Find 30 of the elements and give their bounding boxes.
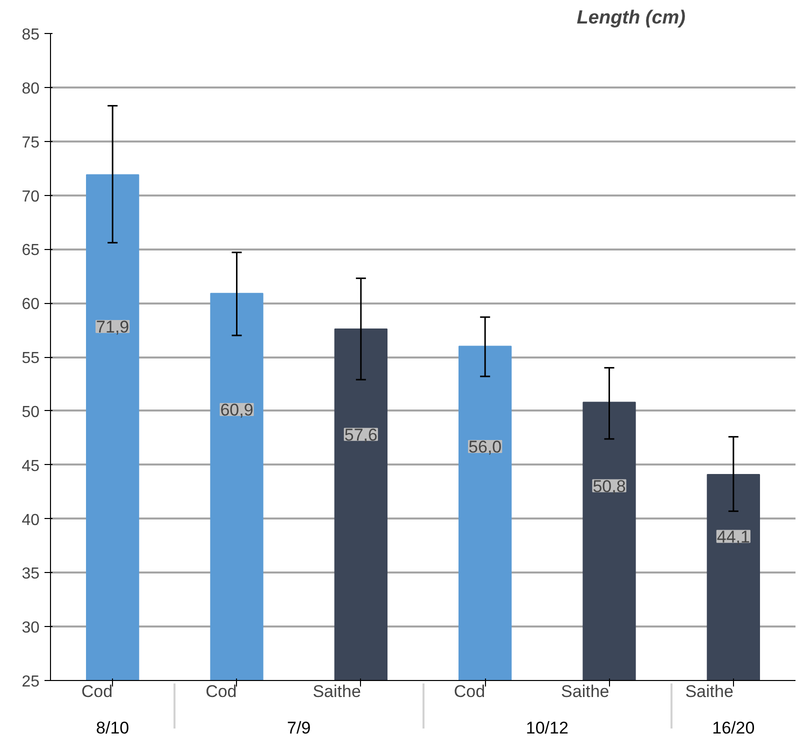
data-label: 50,8 bbox=[592, 476, 626, 496]
y-tick-label: 45 bbox=[22, 458, 40, 475]
data-label: 44,1 bbox=[716, 527, 750, 546]
category-label: 10/12 bbox=[526, 718, 568, 738]
category-label: Saithe bbox=[685, 682, 734, 701]
category-label: 16/20 bbox=[712, 718, 755, 738]
category-label: Cod bbox=[454, 682, 486, 701]
y-tick-label: 35 bbox=[22, 566, 40, 583]
y-tick-label: 50 bbox=[22, 404, 40, 421]
y-tick-label: 60 bbox=[22, 296, 40, 314]
data-label: 56,0 bbox=[468, 438, 502, 456]
data-label: 60,9 bbox=[220, 400, 254, 420]
category-label: 8/10 bbox=[96, 718, 130, 738]
y-tick-label: 85 bbox=[22, 26, 40, 44]
data-label: 71,9 bbox=[96, 317, 130, 336]
category-label: 7/9 bbox=[287, 718, 311, 738]
y-tick-label: 80 bbox=[22, 80, 40, 98]
category-label: Cod bbox=[206, 682, 237, 701]
chart-title: Length (cm) bbox=[576, 8, 686, 28]
y-tick-label: 55 bbox=[22, 350, 40, 367]
y-tick-label: 70 bbox=[22, 188, 40, 206]
y-tick-label: 25 bbox=[22, 674, 40, 690]
y-tick-label: 40 bbox=[22, 512, 40, 529]
y-tick-label: 75 bbox=[22, 134, 40, 152]
y-tick-label: 30 bbox=[22, 620, 40, 637]
y-tick-label: 65 bbox=[22, 242, 40, 260]
category-label: Saithe bbox=[561, 682, 610, 701]
category-label: Saithe bbox=[312, 682, 361, 701]
data-label: 57,6 bbox=[344, 425, 378, 444]
category-label: Cod bbox=[81, 682, 113, 701]
